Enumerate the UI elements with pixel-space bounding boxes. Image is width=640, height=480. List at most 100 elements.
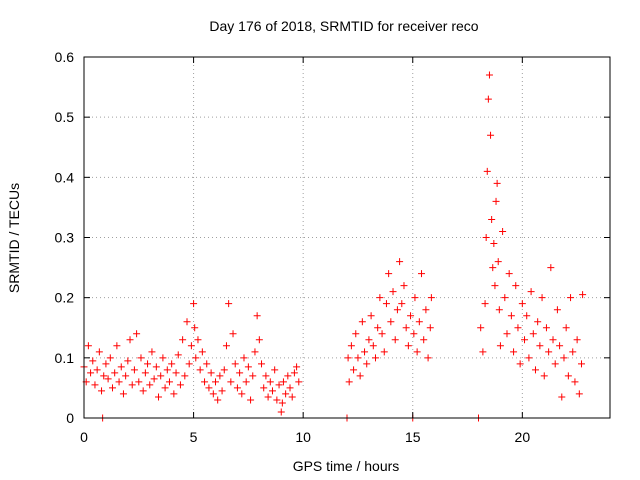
- data-point: [278, 399, 286, 407]
- data-point: [567, 294, 575, 302]
- data-point: [247, 396, 255, 404]
- data-point: [262, 372, 270, 380]
- data-point: [242, 378, 250, 386]
- data-point: [106, 354, 114, 362]
- data-point: [380, 348, 388, 356]
- data-point: [422, 306, 430, 314]
- data-point: [507, 312, 515, 320]
- data-point: [190, 300, 198, 308]
- data-point: [385, 270, 393, 278]
- data-point: [492, 197, 500, 205]
- data-point: [347, 342, 355, 350]
- data-point: [157, 372, 165, 380]
- data-point: [288, 393, 296, 401]
- data-point: [393, 306, 401, 314]
- data-point: [214, 396, 222, 404]
- data-point: [367, 312, 375, 320]
- data-point: [402, 324, 410, 332]
- y-axis-label: SRMTID / TECUs: [6, 183, 22, 293]
- data-point: [389, 288, 397, 296]
- data-point: [493, 179, 501, 187]
- data-point: [549, 336, 557, 344]
- data-point: [496, 342, 504, 350]
- data-point: [150, 375, 158, 383]
- data-point: [545, 348, 553, 356]
- data-point: [271, 366, 279, 374]
- data-point: [484, 95, 492, 103]
- data-point: [495, 306, 503, 314]
- data-point: [505, 270, 513, 278]
- data-point: [571, 378, 579, 386]
- data-point: [512, 282, 520, 290]
- x-tick-label: 20: [515, 429, 531, 445]
- data-point: [413, 348, 421, 356]
- data-point: [207, 369, 215, 377]
- data-point: [209, 390, 217, 398]
- data-point: [501, 294, 509, 302]
- data-point: [293, 363, 301, 371]
- data-point: [128, 381, 136, 389]
- data-point: [203, 360, 211, 368]
- data-point: [556, 342, 564, 350]
- data-point: [356, 372, 364, 380]
- data-point: [579, 291, 587, 299]
- data-point: [159, 354, 167, 362]
- data-point: [137, 354, 145, 362]
- data-point: [201, 378, 209, 386]
- x-tick-label: 15: [405, 429, 421, 445]
- data-point: [104, 375, 112, 383]
- data-point: [365, 336, 373, 344]
- data-point: [376, 294, 384, 302]
- data-point: [95, 348, 103, 356]
- data-point: [369, 342, 377, 350]
- data-point: [258, 360, 266, 368]
- data-point: [135, 378, 143, 386]
- data-point: [410, 330, 418, 338]
- data-point: [487, 131, 495, 139]
- data-point: [113, 342, 121, 350]
- data-point: [378, 330, 386, 338]
- data-point: [547, 264, 555, 272]
- data-point: [155, 393, 163, 401]
- data-point: [295, 378, 303, 386]
- data-point: [286, 384, 294, 392]
- data-point: [268, 387, 276, 395]
- data-point: [540, 372, 548, 380]
- data-point: [172, 369, 180, 377]
- data-point: [130, 366, 138, 374]
- data-point: [165, 378, 173, 386]
- data-point: [558, 393, 566, 401]
- data-point: [227, 378, 235, 386]
- data-point: [529, 330, 537, 338]
- data-point: [229, 330, 237, 338]
- data-point: [260, 384, 268, 392]
- data-point: [84, 342, 92, 350]
- data-point: [494, 258, 502, 266]
- data-point: [231, 360, 239, 368]
- data-point: [222, 342, 230, 350]
- data-point: [264, 393, 272, 401]
- data-point: [490, 240, 498, 248]
- data-point: [191, 324, 199, 332]
- data-point: [527, 288, 535, 296]
- data-point: [488, 215, 496, 223]
- y-tick-label: 0.3: [55, 230, 75, 246]
- data-point: [238, 390, 246, 398]
- data-point: [426, 324, 434, 332]
- data-point: [126, 336, 134, 344]
- data-point: [510, 348, 518, 356]
- data-point: [483, 167, 491, 175]
- x-tick-label: 0: [80, 429, 88, 445]
- data-point: [523, 312, 531, 320]
- data-point: [93, 366, 101, 374]
- data-point: [404, 342, 412, 350]
- data-point: [91, 381, 99, 389]
- data-point: [275, 381, 283, 389]
- data-point: [499, 227, 507, 235]
- y-tick-label: 0: [66, 410, 74, 426]
- data-point: [345, 378, 353, 386]
- data-point: [133, 330, 141, 338]
- data-point: [424, 354, 432, 362]
- data-point: [575, 390, 583, 398]
